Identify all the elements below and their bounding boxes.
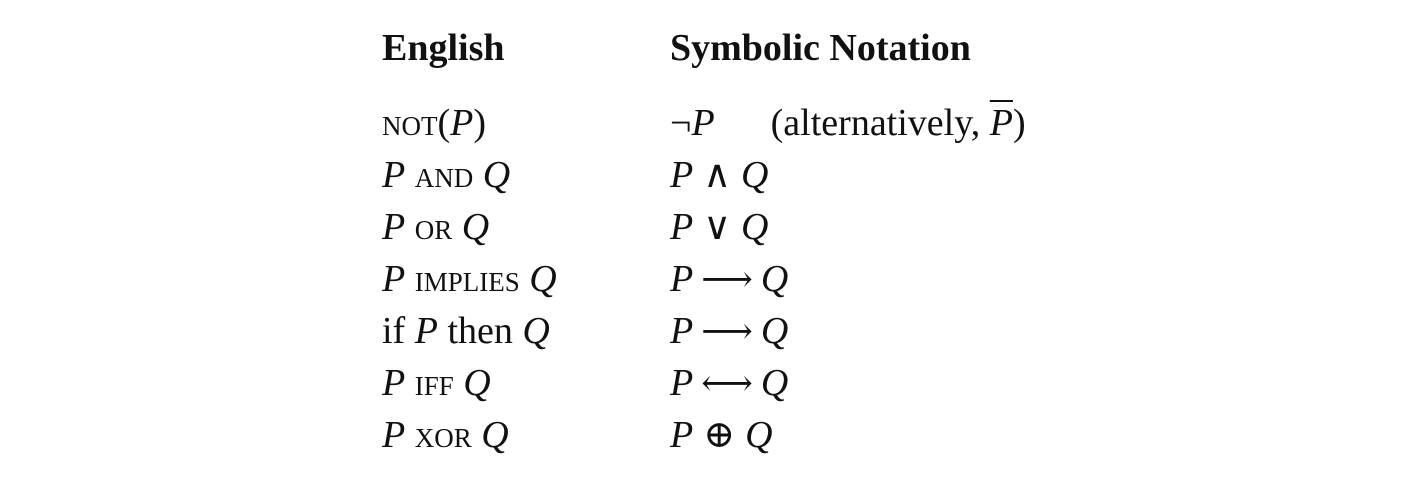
not-operator: not	[382, 102, 438, 144]
var-p: P	[382, 414, 406, 456]
var-q: Q	[760, 310, 789, 352]
var-p: P	[450, 102, 474, 144]
var-p: P	[670, 258, 694, 300]
symbolic-iff: P ⟷ Q	[670, 357, 788, 409]
var-q: Q	[760, 362, 789, 404]
var-p: P	[382, 154, 406, 196]
symbolic-and: P ∧ Q	[670, 149, 769, 201]
var-p: P	[414, 310, 438, 352]
var-p: P	[691, 102, 715, 144]
left-right-arrow-symbol: ⟷	[701, 363, 753, 403]
xor-operator: xor	[414, 414, 472, 456]
english-not: not(P)	[382, 97, 486, 149]
vee-symbol: ∨	[703, 206, 732, 248]
var-q: Q	[463, 362, 491, 404]
english-iff: P iff Q	[382, 357, 491, 409]
var-q: Q	[745, 414, 773, 456]
right-arrow-symbol: ⟶	[701, 259, 753, 299]
oplus-symbol: ⊕	[703, 414, 736, 456]
symbolic-header: Symbolic Notation	[670, 27, 971, 69]
symbolic-implies: P ⟶ Q	[670, 253, 788, 305]
var-q: Q	[529, 258, 557, 300]
english-if-then: if P then Q	[382, 305, 550, 357]
var-q: Q	[741, 154, 769, 196]
symbolic-or: P ∨ Q	[670, 201, 769, 253]
right-arrow-symbol: ⟶	[701, 311, 753, 351]
paren-close: )	[473, 102, 487, 144]
overline-p: P	[989, 102, 1013, 144]
var-q: Q	[461, 206, 490, 248]
var-p: P	[670, 154, 694, 196]
var-p: P	[670, 362, 694, 404]
var-p: P	[382, 258, 406, 300]
var-p: P	[670, 414, 694, 456]
symbolic-if-then: P ⟶ Q	[670, 305, 788, 357]
var-p: P	[382, 206, 406, 248]
var-q: Q	[481, 414, 509, 456]
var-q: Q	[522, 310, 550, 352]
if-word: if	[382, 310, 406, 352]
alternative-note: (alternatively,	[770, 102, 990, 144]
iff-operator: iff	[414, 362, 454, 404]
symbolic-xor: P ⊕ Q	[670, 409, 773, 461]
or-operator: or	[414, 206, 453, 248]
alternative-close: )	[1012, 102, 1026, 144]
var-q: Q	[482, 154, 511, 196]
english-or: P or Q	[382, 201, 489, 253]
and-operator: and	[414, 154, 474, 196]
english-and: P and Q	[382, 149, 510, 201]
negation-symbol: ¬	[670, 102, 692, 144]
paren-open: (	[437, 102, 451, 144]
var-q: Q	[760, 258, 789, 300]
var-p: P	[670, 206, 694, 248]
english-implies: P implies Q	[382, 253, 557, 305]
var-p: P	[382, 362, 406, 404]
var-q: Q	[741, 206, 769, 248]
symbolic-not: ¬P (alternatively, P)	[670, 97, 1026, 149]
var-p: P	[670, 310, 694, 352]
then-word: then	[447, 310, 513, 352]
english-xor: P xor Q	[382, 409, 509, 461]
english-header: English	[382, 27, 505, 69]
wedge-symbol: ∧	[703, 154, 732, 196]
implies-operator: implies	[414, 258, 520, 300]
